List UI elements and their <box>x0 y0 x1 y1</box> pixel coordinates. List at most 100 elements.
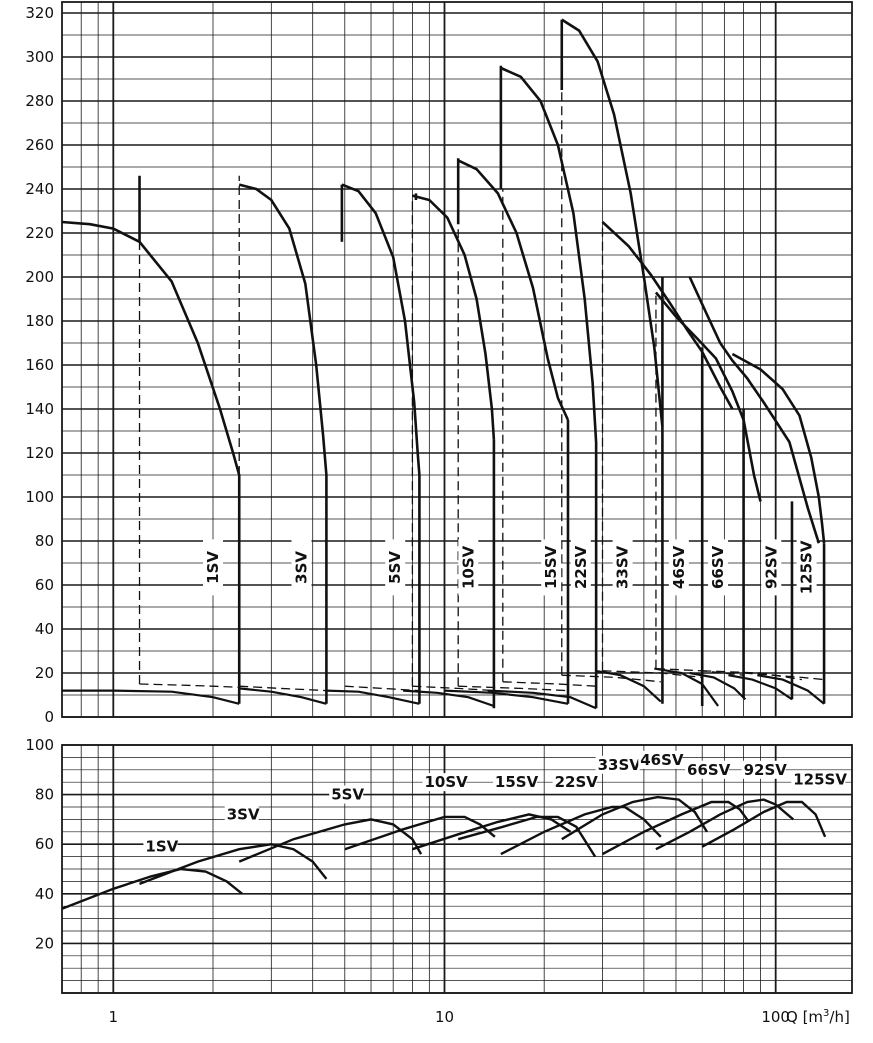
head-label-bg <box>612 539 633 596</box>
y-tick-label: 100 <box>25 488 54 506</box>
head-label-bg <box>202 539 223 596</box>
efficiency-plot-frame <box>61 744 853 994</box>
efficiency-label-10SV: 10SV <box>424 773 468 791</box>
efficiency-curve-46SV <box>561 795 708 841</box>
head-curve-min-125SV <box>743 672 825 681</box>
head-curve-min-1SV <box>139 683 240 688</box>
head-curve-min-22SV <box>502 681 597 687</box>
head-label-bg <box>385 539 406 596</box>
head-curve-max-46SV <box>601 221 734 410</box>
efficiency-label-125SV: 125SV <box>793 771 847 789</box>
efficiency-curve-3SV <box>139 842 328 886</box>
y-tick-label: 80 <box>35 786 54 804</box>
head-label-bg <box>668 539 689 596</box>
y-tick-label: 100 <box>25 736 54 754</box>
efficiency-label-bg <box>422 773 467 792</box>
x-axis-unit-label: Q [m3/h] <box>786 1008 850 1026</box>
efficiency-label-bg <box>595 755 640 774</box>
head-label-5SV: 5SV <box>386 551 404 584</box>
npsh-curve-22SV <box>487 689 597 710</box>
head-curve-max-22SV <box>500 66 598 443</box>
npsh-curve-46SV <box>654 667 719 707</box>
efficiency-curve-33SV <box>500 805 662 856</box>
head-curve-max-92SV <box>688 276 821 544</box>
y-tick-label: 80 <box>35 532 54 550</box>
npsh-curve-5SV <box>326 689 420 705</box>
y-tick-label: 60 <box>35 835 54 853</box>
efficiency-label-bg <box>552 773 597 792</box>
x-tick-label: 1 <box>109 1008 119 1026</box>
head-curve-min-92SV <box>702 670 803 681</box>
efficiency-curve-66SV <box>601 800 750 856</box>
y-tick-label: 120 <box>25 444 54 462</box>
efficiency-label-bg <box>329 785 364 804</box>
head-label-46SV: 46SV <box>670 545 688 589</box>
head-label-bg <box>796 539 817 596</box>
head-label-92SV: 92SV <box>762 545 780 589</box>
y-tick-label: 0 <box>44 708 54 726</box>
head-label-10SV: 10SV <box>459 545 477 589</box>
efficiency-label-92SV: 92SV <box>744 761 788 779</box>
y-tick-label: 300 <box>25 48 54 66</box>
efficiency-curve-92SV <box>655 798 795 851</box>
y-tick-label: 20 <box>35 934 54 952</box>
head-plot-frame <box>61 1 853 718</box>
npsh-curve-125SV <box>757 674 825 705</box>
efficiency-label-bg <box>741 760 786 779</box>
y-tick-label: 20 <box>35 664 54 682</box>
head-label-33SV: 33SV <box>614 545 632 589</box>
efficiency-label-5SV: 5SV <box>331 786 364 804</box>
npsh-curve-3SV <box>239 687 327 705</box>
y-tick-label: 280 <box>25 92 54 110</box>
head-curve-max-125SV <box>731 352 826 544</box>
head-panel: 0 20 40 60 80 100 120 140 160 180 200 220 240 260 280 3… <box>25 1 853 726</box>
y-tick-label: 160 <box>25 356 54 374</box>
efficiency-label-22SV: 22SV <box>555 773 599 791</box>
head-curve-max-10SV <box>412 194 496 440</box>
y-tick-label: 180 <box>25 312 54 330</box>
head-label-bg <box>708 539 729 596</box>
efficiency-label-bg <box>685 760 730 779</box>
head-label-bg <box>761 539 782 596</box>
head-curves: 1SV 3SV 5SV 10SV 15SV 22SV 33SV 46SV 66SV 92SV 125… <box>61 18 826 710</box>
head-curve-max-33SV <box>561 18 664 427</box>
npsh-curve-92SV <box>728 674 793 701</box>
head-curve-min-10SV <box>412 685 494 692</box>
efficiency-label-15SV: 15SV <box>495 773 539 791</box>
efficiency-label-bg <box>791 770 846 789</box>
efficiency-label-3SV: 3SV <box>227 805 260 823</box>
efficiency-curve-22SV <box>457 815 597 858</box>
efficiency-curve-1SV <box>61 867 243 910</box>
head-label-125SV: 125SV <box>798 540 816 594</box>
head-curve-max-1SV <box>61 220 241 476</box>
x-tick-label: 10 <box>435 1008 454 1026</box>
head-curve-min-3SV <box>239 685 327 692</box>
head-curve-max-3SV <box>238 183 328 476</box>
y-tick-label: 260 <box>25 136 54 154</box>
efficiency-label-46SV: 46SV <box>640 751 684 769</box>
head-label-bg <box>291 539 312 596</box>
efficiency-label-bg <box>492 773 537 792</box>
efficiency-curve-5SV <box>238 818 423 863</box>
head-label-bg <box>570 539 591 596</box>
head-curve-max-66SV <box>654 291 762 502</box>
x-tick-label: 100 <box>761 1008 790 1026</box>
y-tick-label: 220 <box>25 224 54 242</box>
efficiency-curve-125SV <box>701 800 827 848</box>
efficiency-label-1SV: 1SV <box>145 838 178 856</box>
head-curve-max-15SV <box>457 159 570 421</box>
npsh-curve-15SV <box>444 689 569 705</box>
head-curve-min-15SV <box>458 685 569 692</box>
head-curve-min-33SV <box>561 674 661 683</box>
head-label-66SV: 66SV <box>709 545 727 589</box>
y-tick-label: 200 <box>25 268 54 286</box>
y-tick-label: 40 <box>35 620 54 638</box>
efficiency-panel: 20 40 60 80 100 <box>25 736 853 994</box>
y-tick-label: 60 <box>35 576 54 594</box>
head-label-bg <box>541 539 562 596</box>
efficiency-label-66SV: 66SV <box>687 761 731 779</box>
head-label-bg <box>458 539 479 596</box>
